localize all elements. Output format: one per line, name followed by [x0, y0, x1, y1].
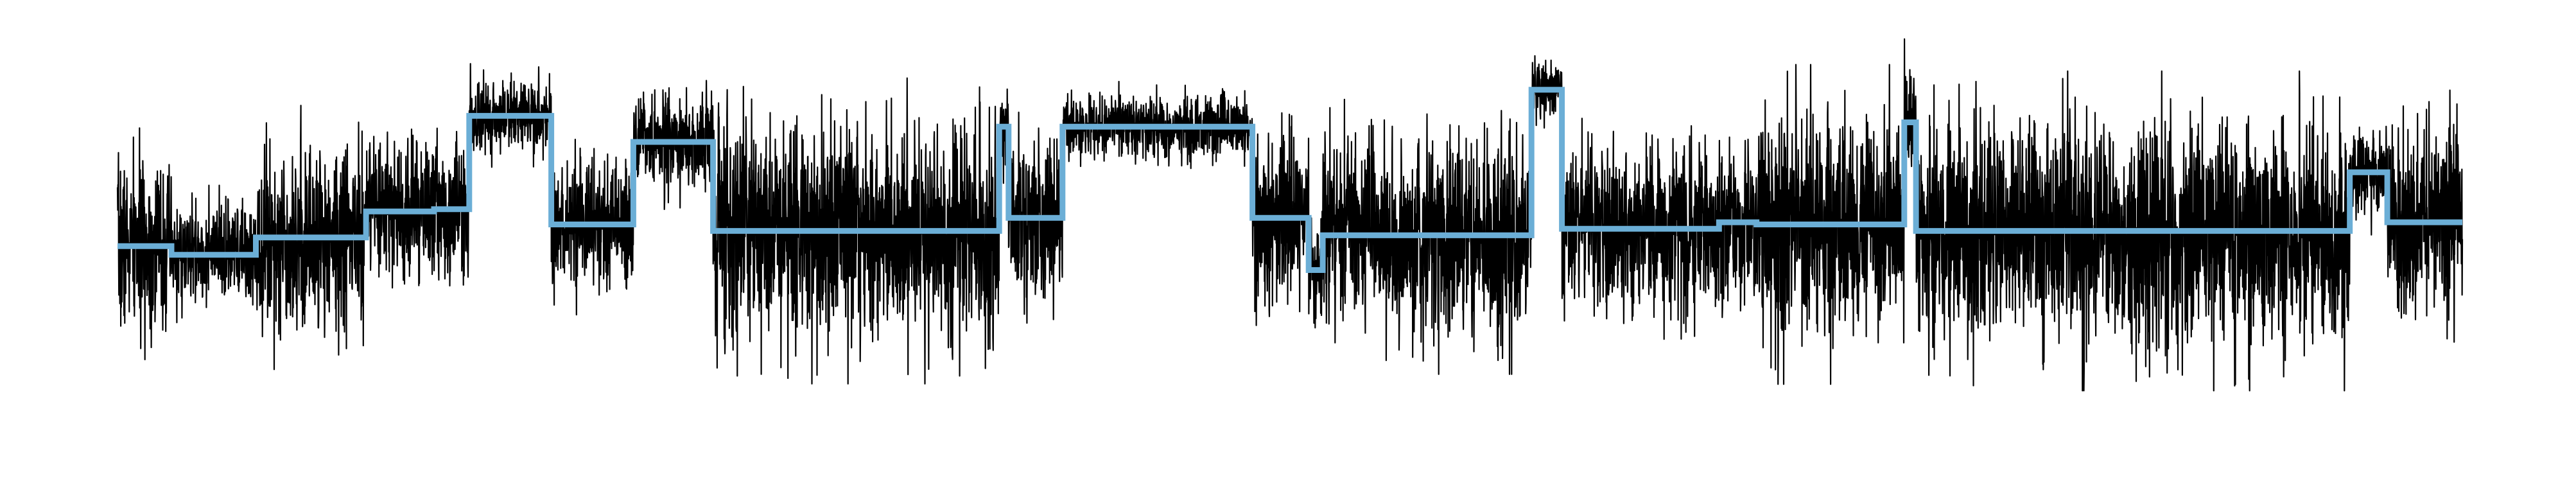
signal-series-line: [116, 38, 2464, 392]
segment-mean-step-line: [117, 87, 2462, 273]
plot-area: [116, 38, 2464, 392]
